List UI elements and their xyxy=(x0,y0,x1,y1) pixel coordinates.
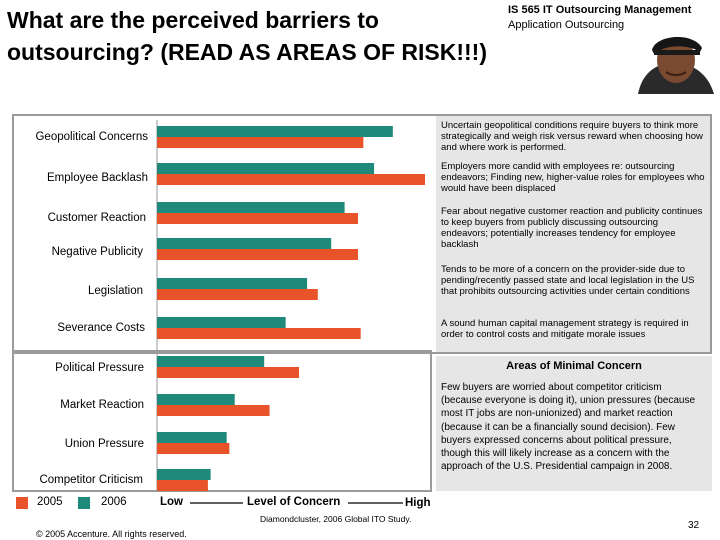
bar-2006 xyxy=(157,163,375,174)
bar-2006 xyxy=(157,317,286,328)
legend-label-2005: 2005 xyxy=(37,496,63,508)
category-label: Severance Costs xyxy=(57,322,145,334)
bar-2006 xyxy=(157,126,393,137)
axis-title: Level of Concern xyxy=(247,496,341,508)
note-geopolitical: Uncertain geopolitical conditions requir… xyxy=(441,120,703,153)
course-subtitle: Application Outsourcing xyxy=(508,19,625,31)
source-note: Diamondcluster, 2006 Global ITO Study. xyxy=(260,514,412,524)
category-label: Union Pressure xyxy=(64,438,144,450)
bar-2006 xyxy=(157,356,265,367)
bar-2006 xyxy=(157,238,332,249)
bar-2005 xyxy=(157,174,425,185)
page-title: What are the perceived barriers to outso… xyxy=(7,7,487,65)
category-label: Customer Reaction xyxy=(47,212,146,224)
bar-2006 xyxy=(157,278,308,289)
category-label: Geopolitical Concerns xyxy=(35,131,148,143)
bar-2006 xyxy=(157,469,211,480)
axis-low-label: Low xyxy=(160,496,183,508)
bar-2005 xyxy=(157,249,358,260)
bar-2005 xyxy=(157,213,358,224)
note-minimal: Few buyers are worried about competitor … xyxy=(441,382,696,473)
note-customer: Fear about negative customer reaction an… xyxy=(441,206,703,250)
bar-2006 xyxy=(157,394,235,405)
bar-2005 xyxy=(157,405,270,416)
note-legislation: Tends to be more of a concern on the pro… xyxy=(441,264,695,297)
group-outline-minimal-concern xyxy=(12,350,432,492)
category-label: Market Reaction xyxy=(60,399,144,411)
category-label: Negative Publicity xyxy=(51,246,143,258)
legend-label-2006: 2006 xyxy=(101,496,127,508)
note-box-top xyxy=(436,115,712,353)
legend-swatch-2005 xyxy=(16,497,28,509)
bar-2005 xyxy=(157,443,230,454)
note-severance: A sound human capital management strateg… xyxy=(441,318,689,340)
bar-2005 xyxy=(157,367,300,378)
portrait-photo xyxy=(628,28,720,94)
group-outline-high-concern xyxy=(12,114,712,354)
bar-2005 xyxy=(157,137,364,148)
bar-2006 xyxy=(157,202,345,213)
page-number: 32 xyxy=(688,520,700,531)
legend-swatch-2006 xyxy=(78,497,90,509)
bar-2005 xyxy=(157,289,318,300)
axis-high-label: High xyxy=(405,497,431,509)
note-box-minimal xyxy=(436,356,712,491)
minimal-concern-heading: Areas of Minimal Concern xyxy=(506,360,642,372)
category-label: Legislation xyxy=(88,285,143,297)
course-name: IS 565 IT Outsourcing Management xyxy=(508,4,692,16)
category-label: Political Pressure xyxy=(55,362,144,374)
bar-2005 xyxy=(157,480,208,491)
category-label: Competitor Criticism xyxy=(39,474,143,486)
bar-2005 xyxy=(157,328,361,339)
bar-2006 xyxy=(157,432,227,443)
copyright-note: © 2005 Accenture. All rights reserved. xyxy=(36,529,187,539)
category-label: Employee Backlash xyxy=(47,172,148,184)
note-employee: Employers more candid with employees re:… xyxy=(441,161,705,194)
